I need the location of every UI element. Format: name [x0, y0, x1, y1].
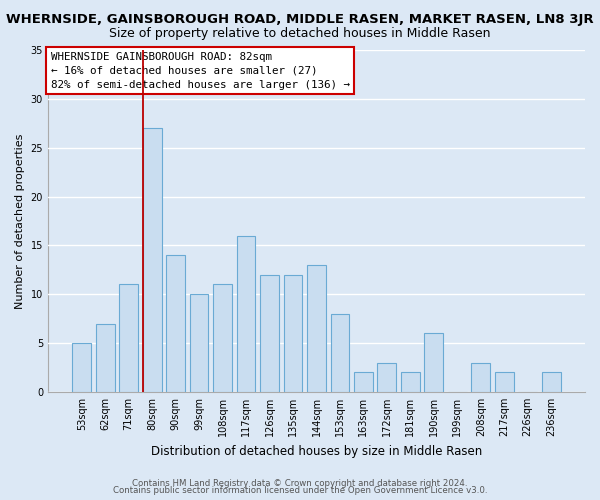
- Bar: [495, 372, 514, 392]
- Bar: [331, 314, 349, 392]
- Y-axis label: Number of detached properties: Number of detached properties: [15, 134, 25, 308]
- Bar: [119, 284, 138, 392]
- Text: WHERNSIDE, GAINSBOROUGH ROAD, MIDDLE RASEN, MARKET RASEN, LN8 3JR: WHERNSIDE, GAINSBOROUGH ROAD, MIDDLE RAS…: [6, 12, 594, 26]
- Bar: [542, 372, 560, 392]
- Text: Contains HM Land Registry data © Crown copyright and database right 2024.: Contains HM Land Registry data © Crown c…: [132, 478, 468, 488]
- X-axis label: Distribution of detached houses by size in Middle Rasen: Distribution of detached houses by size …: [151, 444, 482, 458]
- Text: Contains public sector information licensed under the Open Government Licence v3: Contains public sector information licen…: [113, 486, 487, 495]
- Text: Size of property relative to detached houses in Middle Rasen: Size of property relative to detached ho…: [109, 28, 491, 40]
- Bar: [190, 294, 208, 392]
- Bar: [96, 324, 115, 392]
- Bar: [284, 274, 302, 392]
- Bar: [472, 362, 490, 392]
- Bar: [260, 274, 279, 392]
- Bar: [213, 284, 232, 392]
- Bar: [401, 372, 420, 392]
- Bar: [166, 255, 185, 392]
- Text: WHERNSIDE GAINSBOROUGH ROAD: 82sqm
← 16% of detached houses are smaller (27)
82%: WHERNSIDE GAINSBOROUGH ROAD: 82sqm ← 16%…: [50, 52, 350, 90]
- Bar: [236, 236, 256, 392]
- Bar: [377, 362, 396, 392]
- Bar: [143, 128, 161, 392]
- Bar: [307, 265, 326, 392]
- Bar: [424, 334, 443, 392]
- Bar: [73, 343, 91, 392]
- Bar: [354, 372, 373, 392]
